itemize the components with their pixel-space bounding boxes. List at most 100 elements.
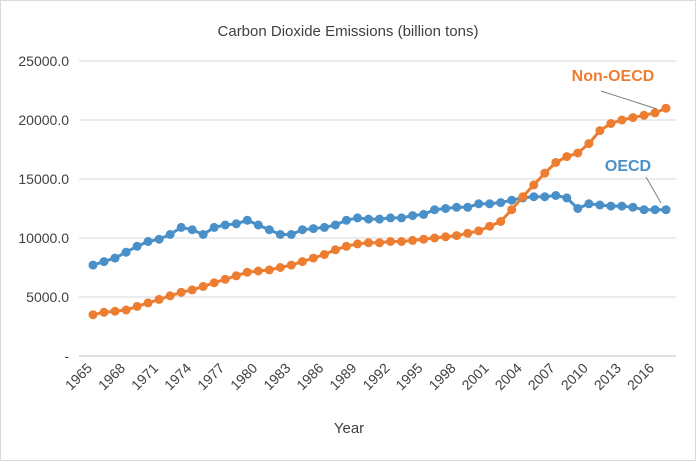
x-tick-label: 1971 (128, 360, 161, 393)
non-oecd-point (518, 192, 528, 202)
non-oecd-point (220, 274, 230, 284)
oecd-point (397, 213, 406, 223)
x-tick-label: 1965 (62, 360, 95, 393)
non-oecd-point (419, 234, 429, 244)
non-oecd-point (353, 239, 362, 249)
oecd-point (319, 222, 329, 232)
oecd-point (507, 195, 517, 205)
oecd-point (99, 257, 109, 267)
oecd-point (584, 199, 594, 209)
chart-title: Carbon Dioxide Emissions (billion tons) (218, 23, 479, 40)
x-tick-label: 1983 (260, 360, 293, 393)
non-oecd-point (650, 108, 660, 118)
x-tick-label: 1968 (95, 360, 128, 393)
non-oecd-point (408, 235, 418, 245)
oecd-point (430, 205, 440, 215)
non-oecd-point (209, 278, 219, 288)
non-oecd-leader-line (600, 90, 658, 110)
oecd-point (264, 225, 274, 235)
non-oecd-point (485, 221, 495, 231)
oecd-point (386, 213, 395, 223)
non-oecd-point (441, 232, 451, 242)
oecd-point (143, 237, 153, 246)
x-tick-label: 2001 (458, 360, 491, 393)
x-tick-label: 2004 (492, 360, 525, 393)
oecd-point (573, 204, 583, 213)
non-oecd-point (639, 110, 649, 120)
oecd-point (121, 247, 131, 257)
oecd-point (198, 230, 208, 239)
non-oecd-point (187, 285, 197, 295)
non-oecd-point (341, 241, 351, 251)
x-tick-label: 1977 (194, 360, 227, 393)
y-tick-label: 20000.0 (18, 112, 69, 128)
oecd-point (485, 199, 495, 209)
oecd-point (375, 214, 384, 224)
non-oecd-point (474, 226, 484, 236)
oecd-point (628, 202, 638, 212)
x-tick-label: 2007 (525, 360, 558, 393)
non-oecd-point (452, 231, 462, 241)
oecd-point (353, 213, 362, 223)
x-tick-label: 2010 (558, 360, 591, 393)
oecd-point (297, 225, 307, 235)
oecd-point (452, 202, 462, 212)
x-tick-label: 1992 (359, 360, 392, 393)
non-oecd-point (386, 237, 395, 246)
y-tick-label: 15000.0 (18, 171, 69, 187)
oecd-point (496, 198, 506, 208)
non-oecd-point (275, 263, 285, 272)
non-oecd-point (231, 271, 241, 281)
non-oecd-point (606, 119, 616, 128)
x-tick-label: 2013 (591, 360, 624, 393)
oecd-point (562, 193, 572, 203)
x-tick-label: 1986 (293, 360, 326, 393)
oecd-point (419, 209, 429, 219)
non-oecd-point (496, 217, 506, 226)
non-oecd-point (330, 245, 340, 255)
non-oecd-point (132, 301, 142, 311)
oecd-point (364, 214, 373, 224)
oecd-point (617, 201, 627, 211)
non-oecd-point (154, 294, 164, 304)
non-oecd-point (573, 148, 583, 158)
non-oecd-point (176, 287, 186, 297)
oecd-point (540, 192, 550, 202)
oecd-point (463, 202, 473, 212)
oecd-point (187, 225, 197, 235)
oecd-point (132, 241, 142, 251)
oecd-point (110, 253, 120, 263)
oecd-point (165, 230, 175, 239)
non-oecd-point (319, 250, 329, 259)
series (88, 103, 671, 320)
non-oecd-point (617, 115, 627, 125)
oecd-point (650, 205, 660, 215)
non-oecd-point (507, 205, 517, 215)
y-tick-label: 10000.0 (18, 230, 69, 246)
non-oecd-point (628, 113, 638, 123)
oecd-point (551, 191, 561, 200)
non-oecd-point (110, 306, 120, 316)
oecd-point (661, 205, 671, 215)
non-oecd-point (540, 168, 550, 178)
non-oecd-point (242, 267, 252, 277)
oecd-point (253, 220, 263, 230)
non-oecd-label: Non-OECD (572, 68, 655, 85)
non-oecd-point (529, 180, 539, 190)
oecd-point (88, 260, 98, 270)
non-oecd-point (584, 139, 594, 149)
gridlines (79, 60, 676, 298)
oecd-point (474, 199, 484, 209)
x-tick-label: 1980 (227, 360, 260, 393)
x-tick-label: 1998 (425, 360, 458, 393)
x-tick-label: 2016 (624, 360, 657, 393)
non-oecd-point (308, 253, 318, 263)
non-oecd-point (661, 103, 671, 113)
non-oecd-point (264, 265, 274, 275)
non-oecd-point (253, 266, 263, 276)
non-oecd-point (595, 126, 605, 136)
x-axis-title: Year (334, 420, 364, 437)
x-tick-label: 1974 (161, 360, 194, 393)
non-oecd-point (286, 260, 296, 270)
